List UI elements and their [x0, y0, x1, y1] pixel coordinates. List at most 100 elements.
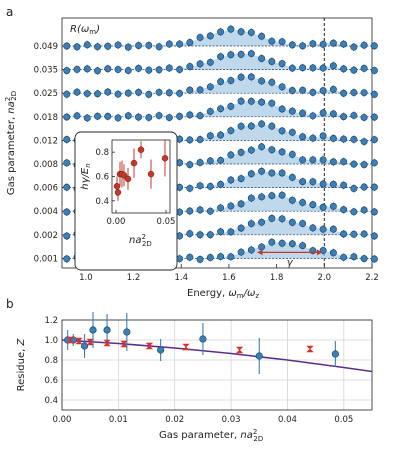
data-point	[227, 77, 235, 85]
data-point	[340, 230, 348, 238]
data-point	[217, 253, 225, 261]
data-point	[319, 109, 327, 117]
x-tick-label: 1.8	[270, 273, 284, 283]
cross-marker	[306, 345, 314, 353]
cross-marker	[145, 342, 154, 350]
data-point	[329, 225, 337, 233]
data-point	[370, 90, 378, 98]
data-point	[329, 62, 337, 70]
data-point	[237, 148, 245, 156]
cross-marker	[86, 338, 94, 346]
x-tick-label: 1.0	[79, 273, 93, 283]
data-point	[186, 230, 194, 238]
data-point	[288, 240, 296, 248]
data-point	[196, 112, 204, 120]
inset-y-tick-label: 0.8	[95, 148, 109, 158]
data-point	[350, 66, 358, 74]
data-point	[237, 122, 245, 130]
data-point	[196, 158, 204, 166]
data-point	[206, 58, 214, 66]
data-point	[114, 114, 122, 122]
inset-x-tick-label: 0.05	[157, 217, 176, 227]
data-point	[268, 57, 276, 65]
offset-label: 0.008	[34, 160, 58, 170]
data-point	[114, 41, 122, 49]
data-point	[329, 249, 337, 257]
data-point	[268, 146, 276, 154]
cross-marker	[120, 340, 128, 348]
data-point	[258, 54, 266, 62]
data-point	[370, 113, 378, 121]
spectrum-fill	[62, 124, 372, 141]
data-point	[319, 87, 327, 95]
offset-label: 0.049	[34, 42, 58, 52]
data-point	[114, 90, 122, 98]
data-point	[350, 43, 358, 51]
data-point	[247, 194, 255, 202]
data-point	[186, 207, 194, 215]
data-point	[196, 231, 204, 239]
data-point	[237, 175, 245, 183]
inset-data-point	[137, 146, 145, 153]
data-point	[255, 352, 263, 360]
data-point	[278, 169, 286, 177]
data-point	[206, 83, 214, 91]
spectrum-fill	[62, 195, 372, 212]
data-point	[217, 204, 225, 212]
data-point	[258, 32, 266, 40]
data-point	[155, 43, 163, 51]
data-point	[104, 65, 112, 73]
data-point	[288, 86, 296, 94]
inset-x-axis-label: na2 2D	[129, 233, 152, 248]
panel-a: a 1.0 1.2 1.4 1.6 1.8 2.0 2.2 Energy, ωm/ωz Gas p…	[4, 5, 379, 300]
data-point	[247, 220, 255, 228]
data-point	[104, 88, 112, 96]
data-point	[278, 239, 286, 247]
data-point	[331, 350, 339, 358]
data-point	[247, 170, 255, 178]
data-point	[247, 73, 255, 81]
data-point	[124, 67, 132, 75]
y-axis-label: Residue, Z	[16, 338, 27, 392]
data-point	[370, 42, 378, 50]
offset-label: 0.002	[34, 231, 58, 241]
data-point	[227, 202, 235, 210]
x-tick-label: 0.04	[278, 415, 297, 425]
data-point	[309, 88, 317, 96]
data-point	[258, 218, 266, 226]
data-point	[288, 196, 296, 204]
x-tick-label: 1.4	[174, 273, 188, 283]
data-point	[206, 207, 214, 215]
offset-label: 0.025	[34, 89, 58, 99]
data-point	[299, 156, 307, 164]
data-point	[227, 253, 235, 261]
data-point	[196, 86, 204, 94]
offset-label: 0.018	[34, 113, 58, 123]
data-point	[227, 25, 235, 33]
data-point	[370, 67, 378, 75]
data-point	[360, 230, 368, 238]
data-point	[350, 230, 358, 238]
data-point	[63, 113, 71, 121]
data-point	[370, 136, 378, 144]
spectrum-fill	[62, 171, 372, 188]
panel-b: b 0.00 0.01 0.02 0.03 0.04 0.05 0.4 0.6 0.8 1.0 1.2…	[6, 297, 373, 443]
offset-label: 0.035	[34, 66, 58, 76]
data-point	[319, 203, 327, 211]
gamma-arrowhead-right	[316, 249, 322, 256]
data-point	[176, 89, 184, 97]
data-point	[94, 112, 102, 120]
data-point	[278, 60, 286, 68]
data-point	[123, 328, 131, 336]
data-point	[329, 158, 337, 166]
data-point	[350, 253, 358, 261]
x-tick-label: 2.2	[365, 273, 379, 283]
offset-label: 0.006	[34, 184, 58, 194]
data-point	[63, 159, 71, 167]
x-tick-label: 2.0	[318, 273, 332, 283]
spectrum-fill	[62, 148, 372, 164]
spectrum-fill	[62, 30, 372, 46]
data-point	[340, 158, 348, 166]
data-point	[329, 134, 337, 142]
